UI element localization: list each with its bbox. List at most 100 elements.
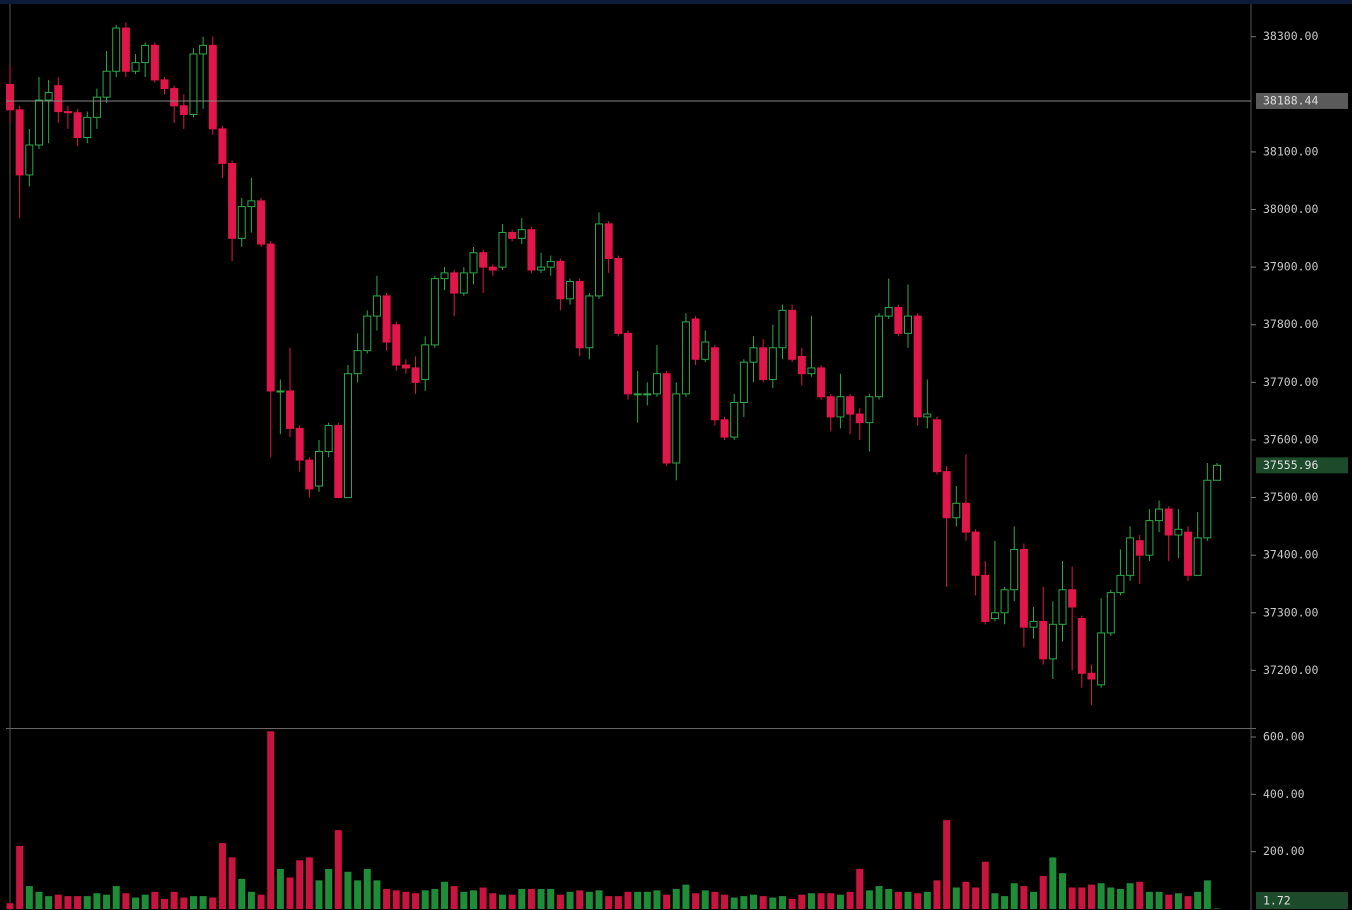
candle-body bbox=[488, 266, 497, 271]
candle-body bbox=[1106, 592, 1115, 634]
axes bbox=[6, 4, 1256, 910]
candle-body bbox=[739, 361, 748, 404]
candle-body bbox=[63, 111, 72, 114]
volume-bar bbox=[421, 890, 429, 909]
candle-body bbox=[469, 252, 478, 274]
volume-bar bbox=[508, 894, 516, 909]
volume-bar bbox=[141, 894, 149, 909]
volume-bar bbox=[93, 893, 101, 909]
candles bbox=[6, 22, 1221, 705]
candle-body bbox=[257, 200, 266, 245]
volume-bar bbox=[875, 886, 883, 909]
candle-body bbox=[981, 574, 990, 622]
candle-body bbox=[295, 427, 304, 461]
volume-bar bbox=[74, 896, 82, 909]
candle-body bbox=[836, 396, 845, 418]
candle-body bbox=[662, 373, 671, 464]
candle-body bbox=[1087, 672, 1096, 680]
volume-bar bbox=[537, 888, 545, 909]
last-volume-box bbox=[1256, 892, 1348, 909]
volume-bar bbox=[1155, 891, 1163, 909]
candle-body bbox=[179, 105, 188, 115]
candle-body bbox=[421, 344, 430, 380]
candle-body bbox=[1077, 618, 1086, 674]
candle-body bbox=[952, 502, 961, 519]
volume-bar bbox=[122, 893, 130, 909]
y-tick-label: 38000.00 bbox=[1263, 202, 1318, 216]
candle-body bbox=[324, 425, 333, 452]
candle-body bbox=[34, 99, 43, 146]
volume-bar bbox=[1010, 883, 1018, 909]
candle-body bbox=[884, 306, 893, 317]
candle-body bbox=[990, 612, 999, 620]
volume-bar bbox=[576, 890, 584, 909]
volume-bar bbox=[6, 903, 14, 909]
top-bar bbox=[0, 0, 1352, 4]
volume-bar bbox=[305, 857, 313, 909]
volume-bar bbox=[431, 888, 439, 909]
y-tick-label: 37800.00 bbox=[1263, 317, 1318, 331]
volume-bar bbox=[247, 891, 255, 909]
volume-bar bbox=[228, 857, 236, 909]
volume-bar bbox=[238, 878, 246, 909]
candle-body bbox=[401, 364, 410, 369]
volume-bar bbox=[547, 888, 555, 909]
candle-body bbox=[971, 531, 980, 576]
candle-body bbox=[314, 450, 323, 487]
volume-bar bbox=[682, 884, 690, 909]
candle-body bbox=[807, 367, 816, 375]
candle-body bbox=[846, 396, 855, 415]
candle-body bbox=[382, 295, 391, 343]
candle-body bbox=[1213, 464, 1221, 481]
y-tick-label: 37500.00 bbox=[1263, 490, 1318, 504]
candle-body bbox=[556, 260, 565, 300]
candle-body bbox=[1058, 589, 1067, 625]
candle-body bbox=[1068, 589, 1077, 608]
volume-bar bbox=[1184, 896, 1192, 909]
volume-bar bbox=[952, 887, 960, 909]
volume-bar bbox=[1107, 887, 1115, 909]
volume-tick-label: 400.00 bbox=[1263, 787, 1305, 801]
candle-body bbox=[25, 144, 34, 176]
candle-body bbox=[1048, 623, 1057, 660]
volume-bar bbox=[1145, 891, 1153, 909]
candle-body bbox=[517, 229, 526, 239]
volume-bar bbox=[595, 890, 603, 909]
volume-bar bbox=[16, 845, 24, 909]
candle-body bbox=[1126, 537, 1135, 576]
candle-body bbox=[1039, 620, 1048, 660]
candle-body bbox=[788, 309, 797, 360]
volume-bar bbox=[527, 888, 535, 909]
volume-bar bbox=[1213, 908, 1221, 910]
volume-bar bbox=[991, 893, 999, 909]
candle-body bbox=[1164, 508, 1173, 536]
volume-bar bbox=[846, 891, 854, 909]
candle-body bbox=[1000, 589, 1009, 614]
candle-body bbox=[450, 272, 459, 294]
candle-body bbox=[1029, 620, 1038, 628]
volume-bar bbox=[663, 894, 671, 909]
volume-bar bbox=[634, 891, 642, 909]
volume-bar bbox=[1068, 887, 1076, 909]
candle-body bbox=[1116, 574, 1125, 594]
candle-body bbox=[923, 413, 932, 418]
volume-bar bbox=[769, 897, 777, 909]
volume-bar bbox=[412, 893, 420, 909]
volume-bar bbox=[25, 886, 33, 909]
candle-body bbox=[1193, 537, 1202, 576]
volume-bar bbox=[672, 888, 680, 909]
volume-bar bbox=[180, 897, 188, 909]
volume-tick-label: 200.00 bbox=[1263, 844, 1305, 858]
candle-body bbox=[585, 295, 594, 349]
candle-body bbox=[527, 229, 536, 271]
candle-body bbox=[498, 232, 507, 268]
volume-bar bbox=[334, 830, 342, 909]
volume-bar bbox=[45, 896, 53, 909]
volume-bar bbox=[199, 896, 207, 909]
candle-body bbox=[633, 393, 642, 396]
candle-body bbox=[778, 309, 787, 349]
candle-body bbox=[643, 393, 652, 396]
volume-bar bbox=[1059, 873, 1067, 909]
volume-bar bbox=[257, 894, 265, 909]
volume-bar bbox=[354, 880, 362, 909]
